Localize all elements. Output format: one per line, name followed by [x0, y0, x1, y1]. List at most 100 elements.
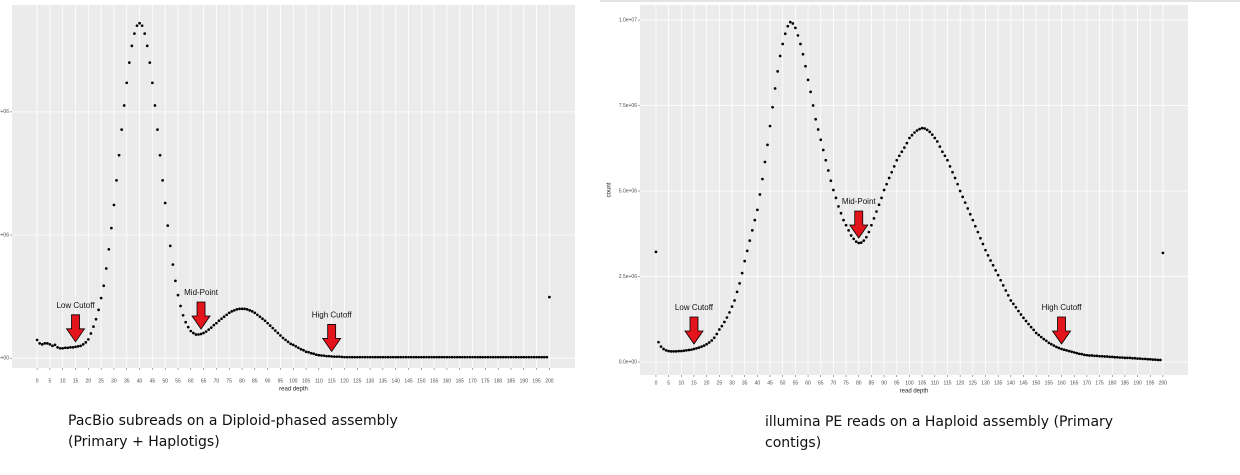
point: [66, 346, 70, 350]
point: [1131, 356, 1134, 360]
point: [45, 342, 49, 345]
point: [273, 329, 277, 332]
point: [750, 229, 754, 232]
point: [1110, 355, 1114, 359]
x-tick-label: 30: [729, 380, 735, 386]
point: [517, 355, 520, 359]
point: [153, 104, 157, 107]
x-tick-label: 175: [1095, 380, 1104, 386]
x-tick-label: 85: [869, 380, 875, 386]
point: [1029, 325, 1033, 329]
point: [512, 355, 515, 359]
point: [268, 324, 272, 327]
point: [854, 240, 858, 243]
point: [1151, 358, 1155, 361]
y-axis-label: count: [607, 182, 613, 197]
point: [181, 313, 185, 317]
point: [548, 295, 551, 299]
point: [448, 355, 451, 359]
point: [471, 355, 474, 359]
point: [371, 355, 374, 359]
point: [84, 341, 88, 344]
point: [391, 355, 395, 359]
annotation-arrow: [848, 210, 869, 239]
point: [115, 178, 118, 182]
point: [468, 355, 472, 359]
x-tick-label: 20: [86, 378, 92, 384]
point: [1037, 333, 1041, 337]
point: [294, 344, 298, 348]
x-tick-label: 180: [494, 378, 503, 384]
point: [662, 347, 665, 351]
point: [304, 350, 308, 354]
point: [499, 355, 503, 359]
point: [1141, 357, 1144, 361]
point: [908, 136, 911, 140]
point: [900, 150, 904, 154]
point: [133, 32, 136, 35]
point: [425, 355, 428, 359]
x-tick-label: 10: [679, 380, 685, 386]
point: [1123, 356, 1127, 360]
point: [1126, 356, 1129, 360]
caption: illumina PE reads on a Haploid assembly …: [765, 414, 1113, 430]
point: [389, 355, 392, 359]
x-tick-label: 130: [366, 378, 375, 384]
x-tick-label: 100: [905, 380, 914, 386]
x-tick-label: 35: [124, 378, 130, 384]
point: [877, 203, 881, 207]
point: [773, 87, 777, 90]
x-tick-label: 125: [353, 378, 362, 384]
point: [669, 350, 673, 353]
point: [376, 355, 380, 359]
point: [135, 24, 139, 28]
x-tick-label: 110: [931, 380, 939, 386]
point: [920, 126, 924, 130]
point: [325, 354, 328, 358]
point: [905, 141, 909, 145]
point: [897, 154, 901, 158]
annotation-label: High Cutoff: [1042, 303, 1083, 312]
point: [981, 242, 985, 246]
point: [834, 196, 838, 200]
point: [943, 154, 947, 158]
point: [1055, 345, 1058, 349]
point: [240, 307, 244, 311]
annotation-label: Low Cutoff: [675, 303, 714, 312]
point: [253, 311, 257, 315]
x-tick-label: 25: [98, 378, 104, 384]
x-tick-label: 160: [443, 378, 452, 384]
point: [407, 355, 410, 359]
point: [358, 355, 362, 359]
point: [859, 241, 863, 245]
point: [989, 259, 992, 262]
point: [250, 310, 254, 313]
point: [317, 353, 321, 357]
point: [728, 311, 731, 314]
point: [1022, 316, 1025, 320]
point: [925, 128, 929, 132]
point: [151, 81, 154, 85]
point: [1052, 344, 1056, 347]
x-tick-label: 75: [226, 378, 232, 384]
point: [204, 330, 208, 333]
point: [756, 208, 759, 212]
point: [71, 345, 75, 349]
point: [127, 61, 131, 64]
point: [697, 346, 701, 349]
point: [690, 348, 693, 352]
point: [733, 299, 736, 302]
annotation-arrow: [684, 316, 704, 345]
caption: contigs): [765, 435, 821, 451]
point: [460, 355, 464, 359]
point: [1067, 349, 1071, 353]
annotation-arrow: [191, 301, 211, 330]
point: [97, 308, 100, 312]
x-tick-label: 170: [468, 378, 477, 384]
x-tick-label: 40: [137, 378, 143, 384]
x-tick-label: 190: [1133, 380, 1142, 386]
point: [796, 34, 800, 37]
point: [537, 355, 541, 359]
point: [758, 193, 762, 196]
point: [122, 104, 126, 107]
